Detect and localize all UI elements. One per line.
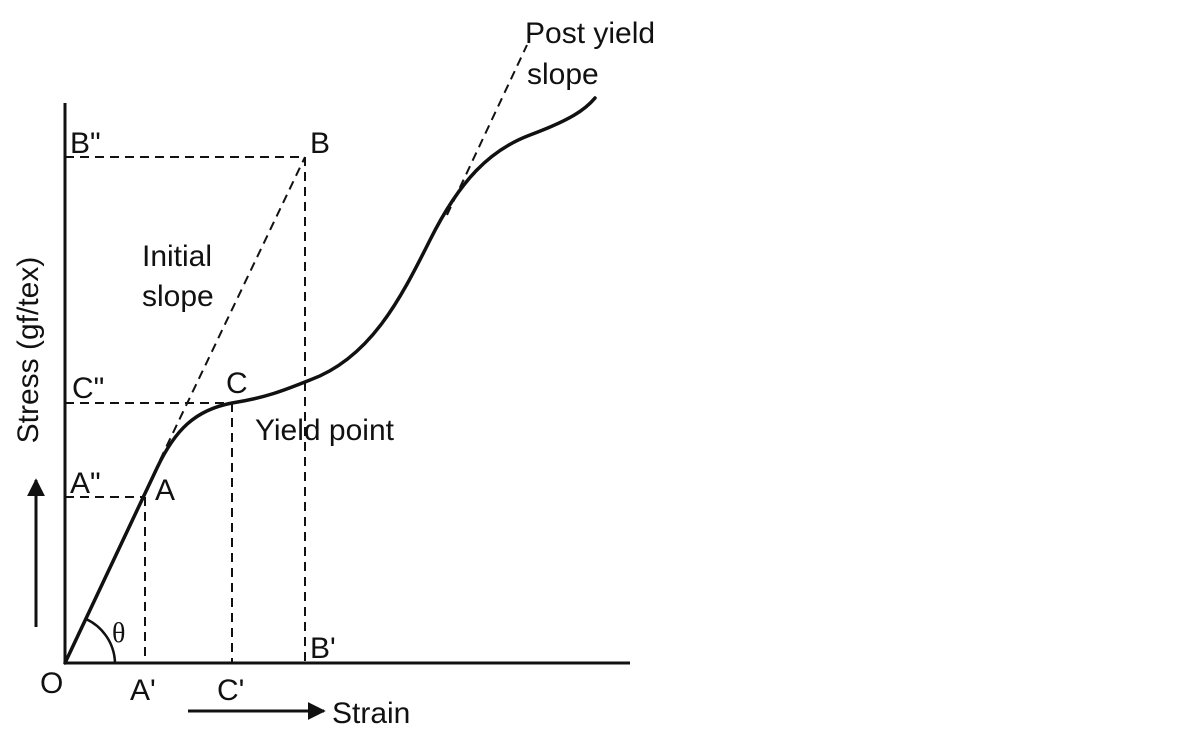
annotation: slope: [527, 58, 599, 91]
y-axis-label: Stress (gf/tex): [12, 257, 45, 444]
angle-label: θ: [112, 618, 125, 649]
origin-label: O: [40, 667, 63, 700]
initial-slope-line: [159, 156, 306, 461]
stress-strain-curve: [63, 96, 597, 665]
angle-arc: [85, 617, 117, 664]
point-label: B': [310, 632, 336, 665]
point-label: C": [72, 372, 104, 405]
point-label: B": [70, 127, 101, 160]
point-label: A': [130, 674, 156, 707]
x-axis-label: Strain: [332, 697, 410, 730]
point-label: C: [226, 367, 248, 400]
point-label: A": [70, 467, 101, 500]
annotation: slope: [142, 280, 214, 313]
annotation: Yield point: [255, 414, 395, 447]
point-label: B: [310, 127, 330, 160]
annotation: Initial: [142, 240, 212, 273]
point-label: A: [155, 474, 175, 507]
annotation: Post yield: [525, 17, 655, 50]
point-label: C': [217, 674, 244, 707]
